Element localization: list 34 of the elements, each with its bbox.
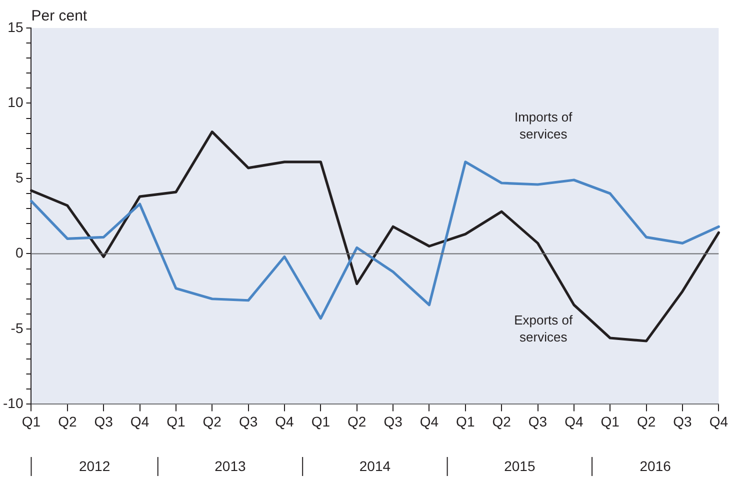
x-tick-label: Q1 bbox=[166, 413, 186, 430]
x-tick-label: Q2 bbox=[492, 413, 512, 430]
y-tick-label: -5 bbox=[10, 320, 24, 336]
x-tick-label: Q1 bbox=[22, 413, 41, 430]
x-tick-label: Q4 bbox=[564, 413, 584, 430]
text: 2013 bbox=[214, 458, 246, 474]
text: 2015 bbox=[504, 458, 536, 474]
series-label: Exports of services bbox=[514, 312, 574, 345]
y-tick-label: 10 bbox=[8, 94, 24, 110]
x-tick-label: Q3 bbox=[94, 413, 114, 430]
y-tick-label: 15 bbox=[8, 18, 24, 35]
text: 2012 bbox=[78, 458, 110, 474]
x-tick-label: Q4 bbox=[420, 413, 439, 430]
x-tick-label: Q2 bbox=[636, 413, 656, 430]
x-tick-label: Q3 bbox=[238, 413, 258, 430]
x-tick-label: Q2 bbox=[348, 413, 366, 430]
x-tick-label: Q3 bbox=[384, 413, 403, 430]
x-tick-label: Q1 bbox=[456, 413, 475, 430]
x-tick-label: Q3 bbox=[528, 413, 548, 430]
x-tick-label: Q4 bbox=[275, 413, 294, 430]
text: 2016 bbox=[640, 458, 672, 474]
x-tick-label: Q1 bbox=[311, 413, 330, 430]
y-tick-label: -10 bbox=[3, 395, 24, 412]
y-axis-title: Per cent bbox=[31, 8, 88, 25]
y-tick-label: 5 bbox=[15, 169, 24, 186]
x-tick-label: Q1 bbox=[600, 413, 620, 430]
x-tick-label: Q2 bbox=[202, 413, 222, 430]
text: 2014 bbox=[359, 458, 391, 474]
x-tick-label: Q3 bbox=[673, 413, 692, 430]
x-tick-label: Q4 bbox=[130, 413, 150, 430]
text: Imports of services bbox=[514, 109, 573, 142]
y-tick-label: 0 bbox=[15, 244, 24, 261]
x-tick-label: Q4 bbox=[709, 413, 728, 430]
x-tick-label: Q2 bbox=[58, 413, 77, 430]
